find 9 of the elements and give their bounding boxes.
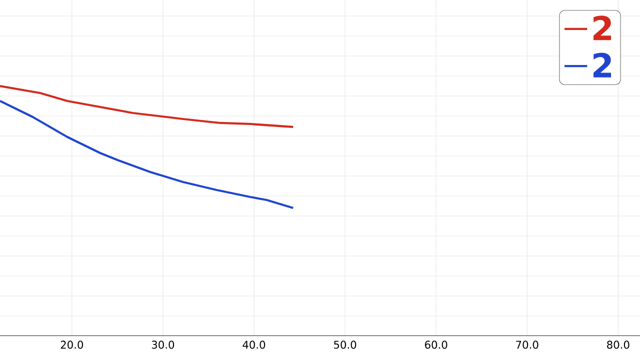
x-tick-label: 80.0 [607, 340, 630, 349]
x-tick-label: 30.0 [152, 340, 174, 349]
x-tick-label: 40.0 [242, 340, 266, 349]
legend-label: 2 [594, 16, 612, 40]
x-tick-label: 20.0 [60, 340, 84, 349]
legend-label: 2 [594, 52, 612, 78]
x-tick-label: 60.0 [425, 340, 448, 349]
x-tick-label: 70.0 [516, 340, 538, 349]
x-tick-label: 50.0 [334, 340, 356, 349]
